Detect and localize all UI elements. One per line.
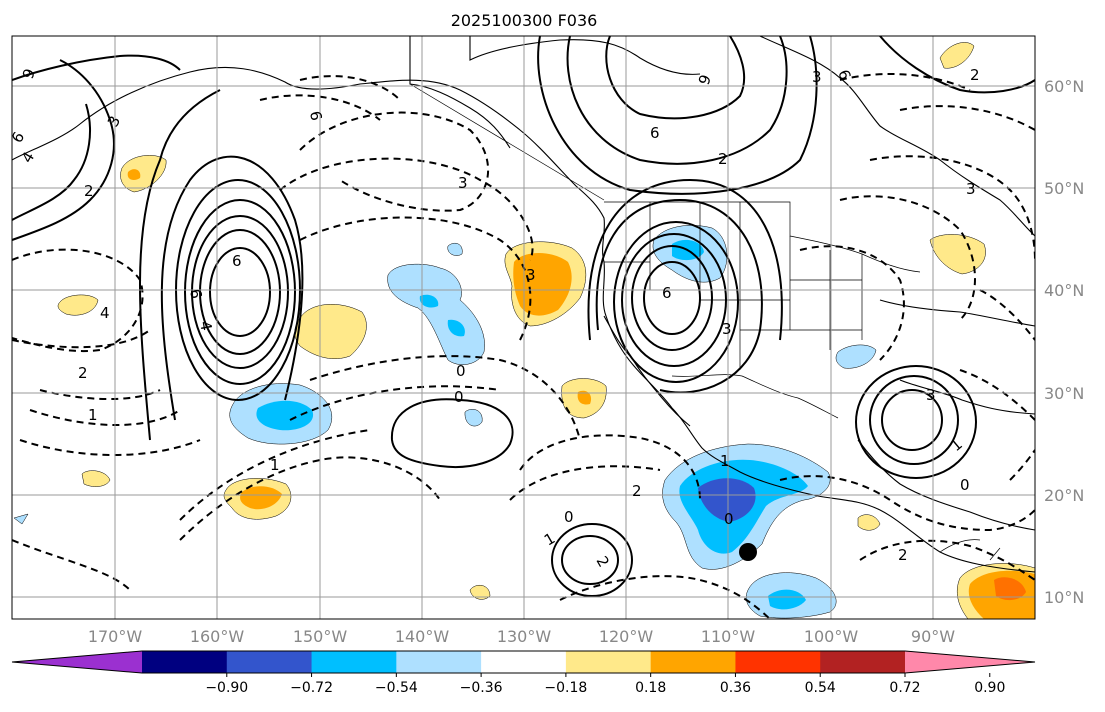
- lon-label: 160°W: [190, 627, 245, 646]
- contour-label: 2: [78, 364, 88, 382]
- contour-label: 6: [662, 284, 672, 302]
- lon-label: 170°W: [88, 627, 143, 646]
- contour-label: 6: [650, 124, 660, 142]
- contour-label: 6: [232, 252, 242, 270]
- contour-label: 1: [720, 452, 730, 470]
- lat-label: 50°N: [1044, 179, 1084, 198]
- contour-label: 4: [196, 320, 215, 333]
- colorbar-segment: [650, 651, 736, 673]
- colorbar-tick-label: 0.72: [889, 680, 920, 696]
- map-title: 2025100300 F036: [451, 11, 598, 30]
- contour-label: 2: [718, 150, 728, 168]
- colorbar-tick-label: −0.54: [375, 680, 418, 696]
- contours: [12, 36, 1035, 619]
- contour-label: 3: [458, 174, 468, 192]
- colorbar-tick-label: −0.90: [205, 680, 248, 696]
- contour-label: 4: [100, 304, 110, 322]
- latitude-labels: 60°N 50°N 40°N 30°N 20°N 10°N: [1044, 77, 1084, 607]
- lon-label: 150°W: [293, 627, 348, 646]
- lon-label: 130°W: [497, 627, 552, 646]
- colorbar-tick-label: −0.18: [544, 680, 587, 696]
- contour-label: 6: [186, 288, 205, 301]
- coastlines: [12, 36, 1035, 573]
- lon-label: 120°W: [599, 627, 654, 646]
- colorbar-tick-label: −0.36: [460, 680, 503, 696]
- contour-label: 2: [898, 546, 908, 564]
- contour-label: 3: [526, 266, 536, 284]
- lon-label: 140°W: [395, 627, 450, 646]
- contour-label: 1: [88, 406, 98, 424]
- contour-label: 0: [960, 476, 970, 494]
- colorbar-tick-label: −0.72: [290, 680, 333, 696]
- contour-label: 0: [724, 510, 734, 528]
- contour-label: 3: [966, 180, 976, 198]
- colorbar-segment: [226, 651, 313, 673]
- contour-label: 0: [454, 388, 464, 406]
- colorbar-tick-label: 0.18: [635, 680, 666, 696]
- anomaly-fills: [13, 42, 1035, 619]
- lat-label: 20°N: [1044, 486, 1084, 505]
- colorbar-extend-min: [12, 651, 142, 673]
- contour-label: 3: [812, 68, 822, 86]
- colorbar-segment: [820, 651, 906, 673]
- lat-label: 30°N: [1044, 384, 1084, 403]
- contour-label: 3: [926, 386, 936, 404]
- colorbar-segment: [311, 651, 397, 673]
- map-panel: 9 3 6 4 2 6 6 4 2 1 3 3 9 6 6 3 2 0 1 2: [11, 35, 1036, 620]
- colorbar-segment: [565, 651, 652, 673]
- contour-label: 3: [722, 320, 732, 338]
- lat-label: 10°N: [1044, 588, 1084, 607]
- contour-label: 0: [564, 508, 574, 526]
- colorbar-segment: [142, 651, 228, 673]
- contour-label: 2: [84, 182, 94, 200]
- colorbar-segment: [481, 651, 567, 673]
- contour-label: 6: [306, 110, 325, 123]
- lon-label: 110°W: [701, 627, 756, 646]
- contour-label: 2: [632, 482, 642, 500]
- storm-marker-dot: [739, 543, 757, 561]
- colorbar-tick-label: 0.54: [805, 680, 836, 696]
- colorbar-outline: [11, 650, 1036, 674]
- contour-labels: 9 3 6 4 2 6 6 4 2 1 3 3 9 6 6 3 2 0 1 2: [12, 66, 980, 570]
- longitude-labels: 170°W 160°W 150°W 140°W 130°W 120°W 110°…: [88, 627, 955, 646]
- colorbar-tick-label: 0.36: [720, 680, 751, 696]
- colorbar-segment: [735, 651, 821, 673]
- contour-label: 1: [270, 456, 280, 474]
- graticule: [12, 36, 1035, 619]
- lat-label: 40°N: [1044, 281, 1084, 300]
- colorbar: −0.90 −0.72 −0.54 −0.36 −0.18 0.18 0.36 0.54 0.7…: [11, 650, 1036, 696]
- colorbar-tick-label: 0.90: [974, 680, 1005, 696]
- contour-label: 0: [456, 362, 466, 380]
- lat-label: 60°N: [1044, 77, 1084, 96]
- lon-label: 100°W: [804, 627, 859, 646]
- contour-label: 2: [970, 66, 980, 84]
- colorbar-segment: [396, 651, 482, 673]
- colorbar-extend-max: [905, 651, 1035, 673]
- lon-label: 90°W: [911, 627, 955, 646]
